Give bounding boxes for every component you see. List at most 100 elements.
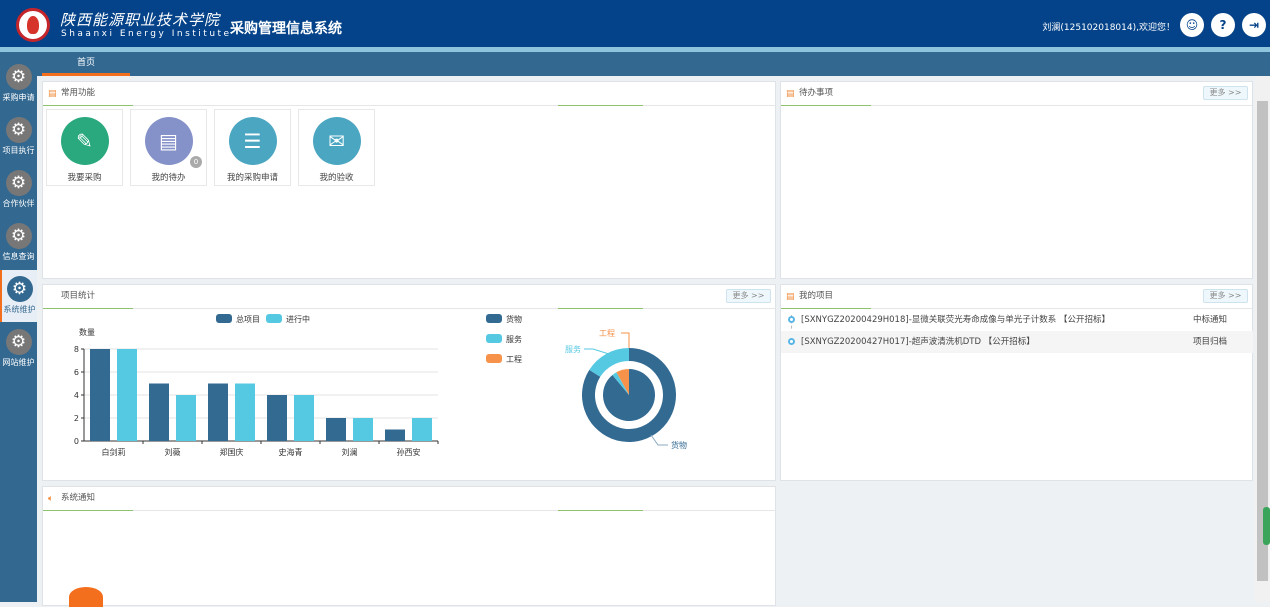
gear-icon: ⚙	[5, 117, 32, 143]
y-tick-label: 8	[74, 345, 79, 354]
slice-label: 服务	[565, 344, 581, 354]
label-line	[621, 332, 630, 348]
quick-my-requests[interactable]: ☰ 我的采购申请	[214, 109, 291, 186]
sidebar-item-info-query[interactable]: ⚙ 信息查询	[0, 217, 37, 269]
project-status: 中标通知	[1193, 315, 1228, 325]
quick-functions-panel: ▤ 常用功能 ✎ 我要采购 ▤ 0 我的待办 ☰ 我的采购申请 ✉ 我的验收	[42, 81, 776, 279]
label-line	[584, 348, 610, 355]
x-tick-label: 刘澜	[342, 447, 358, 457]
sidebar-item-label: 项目执行	[2, 146, 35, 155]
legend-swatch	[486, 354, 502, 363]
project-title[interactable]: [SXNYGZ20200427H017]-超声波清洗机DTD 【公开招标】	[801, 337, 1035, 347]
quick-my-acceptance[interactable]: ✉ 我的验收	[298, 109, 375, 186]
project-title[interactable]: [SXNYGZ20200429H018]-显微关联荧光寿命成像与单光子计数系 【…	[801, 315, 1110, 325]
bar-进行中	[117, 349, 137, 441]
quick-my-todo[interactable]: ▤ 0 我的待办	[130, 109, 207, 186]
sidebar-item-label: 网站维护	[2, 358, 35, 367]
sidebar-item-label: 系统维护	[3, 305, 36, 314]
tab-home[interactable]: 首页	[42, 52, 130, 76]
y-tick-label: 0	[74, 437, 79, 446]
slice-label: 货物	[671, 440, 687, 450]
gear-icon: ⚙	[5, 329, 32, 355]
school-name-cn: 陕西能源职业技术学院	[60, 11, 221, 29]
scrollbar-thumb[interactable]	[1257, 101, 1268, 581]
quick-label: 我的待办	[151, 173, 186, 183]
legend-swatch	[486, 334, 502, 343]
side-gripper[interactable]	[1263, 507, 1270, 545]
y-tick-label: 4	[74, 391, 79, 400]
logout-icon[interactable]: ⇥	[1242, 13, 1266, 37]
bar-总项目	[326, 418, 346, 441]
school-logo	[16, 8, 50, 42]
panel-title: 我的项目	[799, 291, 834, 301]
sidebar-item-label: 采购申请	[2, 93, 35, 102]
x-tick-label: 白剑莉	[102, 447, 126, 457]
outer-slice-服务	[589, 348, 629, 377]
bar-进行中	[235, 383, 255, 441]
gear-icon: ⚙	[5, 223, 32, 249]
legend-label: 货物	[506, 314, 522, 324]
mascot-image	[69, 587, 103, 607]
bar-进行中	[294, 395, 314, 441]
sidebar-item-project-execution[interactable]: ⚙ 项目执行	[0, 111, 37, 163]
project-row[interactable]: [SXNYGZ20200429H018]-显微关联荧光寿命成像与单光子计数系 【…	[781, 309, 1253, 331]
top-header: 陕西能源职业技术学院 Shaanxi Energy Institute 采购管理…	[0, 0, 1270, 47]
quick-label: 我要采购	[67, 173, 102, 183]
speaker-icon: 🔈︎	[48, 494, 54, 504]
more-button[interactable]: 更多 >>	[1203, 289, 1248, 303]
page-scrollbar[interactable]	[1255, 76, 1270, 602]
panel-title: 项目统计	[61, 291, 96, 301]
timeline-dot-icon	[788, 338, 795, 345]
tab-bar	[37, 52, 1270, 76]
gear-icon: ⚙	[6, 276, 33, 302]
more-button[interactable]: 更多 >>	[1203, 86, 1248, 100]
my-projects-panel: ▤ 我的项目 更多 >> [SXNYGZ20200429H018]-显微关联荧光寿命…	[780, 284, 1253, 481]
project-stats-panel: 项目统计 更多 >> 数量 0 2 4 6 8 白剑莉 刘薇 郑国庆 史海青 刘澜 孙西安 总项目 进行中货…	[42, 284, 776, 481]
help-icon[interactable]: ?	[1211, 13, 1235, 37]
legend-swatch	[486, 314, 502, 323]
inner-slice-服务	[612, 372, 629, 395]
system-notice-panel: 🔈︎ 系统通知	[42, 486, 776, 607]
y-axis-title: 数量	[79, 327, 95, 337]
sidebar-item-system-maintenance[interactable]: ⚙ 系统维护	[0, 270, 37, 322]
x-tick-label: 刘薇	[165, 447, 181, 457]
school-name-en: Shaanxi Energy Institute	[61, 29, 232, 39]
wechat-icon[interactable]: ☺	[1180, 13, 1204, 37]
sidebar-item-label: 信息查询	[2, 252, 35, 261]
legend-label: 总项目	[236, 314, 260, 324]
sidebar-item-label: 合作伙伴	[2, 199, 35, 208]
bag-edit-icon: ✎	[60, 117, 109, 165]
x-tick-label: 孙西安	[397, 447, 421, 457]
bar-进行中	[412, 418, 432, 441]
sidebar-item-partners[interactable]: ⚙ 合作伙伴	[0, 164, 37, 216]
sidebar-item-website-maintenance[interactable]: ⚙ 网站维护	[0, 323, 37, 375]
bar-总项目	[267, 395, 287, 441]
bar-总项目	[149, 383, 169, 441]
bar-总项目	[385, 429, 405, 441]
doc-icon: ▤	[786, 89, 795, 99]
panel-title: 常用功能	[61, 88, 96, 98]
quick-purchase[interactable]: ✎ 我要采购	[46, 109, 123, 186]
legend-swatch	[216, 314, 232, 323]
doc-icon: ▤	[48, 89, 57, 99]
doc-icon: ▤	[786, 292, 795, 302]
project-row[interactable]: [SXNYGZ20200427H017]-超声波清洗机DTD 【公开招标】 项目归…	[781, 331, 1253, 353]
clipboard-icon: ☰	[228, 117, 277, 165]
quick-label: 我的采购申请	[226, 173, 278, 183]
more-button[interactable]: 更多 >>	[726, 289, 771, 303]
legend-label: 进行中	[286, 314, 310, 324]
sidebar-item-purchase-request[interactable]: ⚙ 采购申请	[0, 58, 37, 110]
gear-icon: ⚙	[5, 64, 32, 90]
y-tick-label: 2	[74, 414, 79, 423]
label-line	[650, 434, 668, 446]
quick-label: 我的验收	[319, 173, 354, 183]
header-strip	[0, 47, 1270, 52]
sidebar: ⚙ 采购申请 ⚙ 项目执行 ⚙ 合作伙伴 ⚙ 信息查询 ⚙ 系统维护 ⚙ 网站维护	[0, 52, 37, 602]
bar-总项目	[90, 349, 110, 441]
slice-label: 工程	[599, 329, 615, 338]
project-status: 项目归档	[1193, 337, 1228, 347]
x-tick-label: 史海青	[279, 447, 303, 457]
receipt-icon: ✉	[312, 117, 361, 165]
inner-slice-工程	[616, 369, 629, 395]
